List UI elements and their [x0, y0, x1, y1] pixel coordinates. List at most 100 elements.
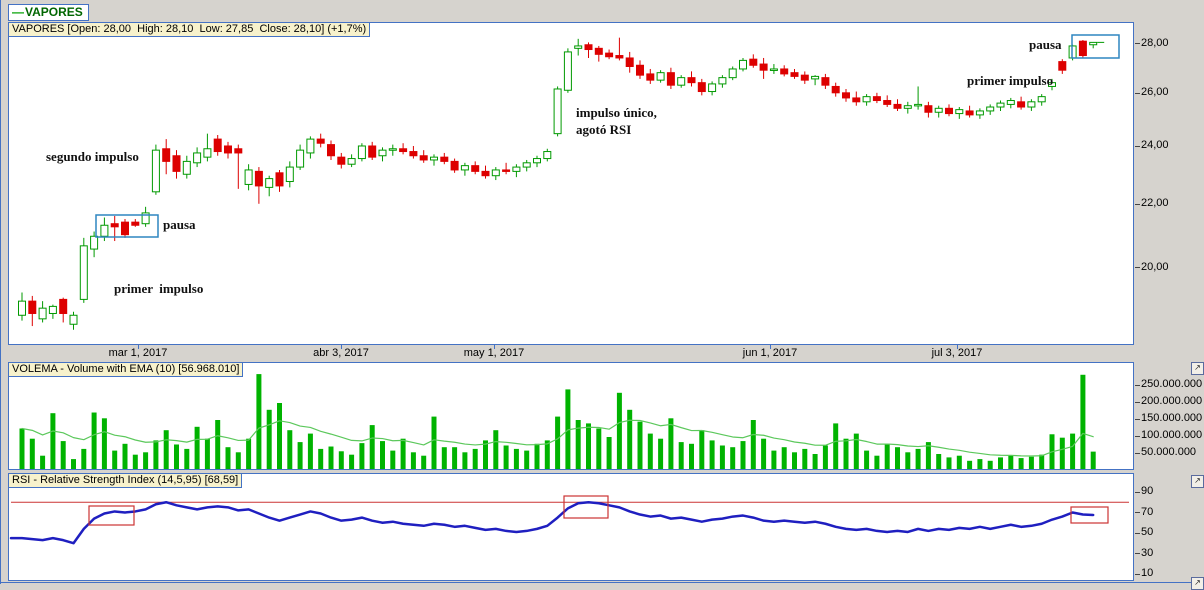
- volume-bar: [730, 447, 736, 469]
- candle-body: [893, 103, 902, 109]
- date-axis-label: jun 1, 2017: [742, 347, 798, 359]
- chart-annotation: pausa: [1029, 37, 1062, 52]
- rsi-highlight-box: [563, 495, 609, 519]
- candle-body: [1048, 82, 1056, 87]
- date-axis-tick: [957, 344, 958, 349]
- candle-body: [481, 170, 490, 177]
- candle-body: [708, 83, 717, 93]
- window-bottom-border: [0, 582, 1204, 583]
- volume-bar: [256, 374, 262, 469]
- volume-bar: [709, 440, 715, 469]
- candle-body: [800, 74, 809, 81]
- candle-body: [203, 148, 212, 158]
- volume-axis-tick: [1135, 419, 1140, 420]
- candle-body: [378, 149, 387, 157]
- volume-bar: [1070, 433, 1076, 469]
- candle-body: [306, 138, 315, 154]
- volume-bar: [1039, 454, 1045, 469]
- volume-bar: [112, 450, 118, 469]
- pausa-highlight-box: [95, 214, 159, 238]
- rsi-line: [9, 500, 1095, 545]
- candle-body: [409, 151, 418, 157]
- chart-annotation: agotó RSI: [576, 122, 632, 137]
- candle-body: [265, 178, 274, 188]
- chart-annotation: pausa: [163, 217, 196, 232]
- price-axis-tick: [1135, 204, 1140, 205]
- candle-body: [914, 103, 923, 107]
- candle-body: [842, 92, 850, 99]
- volume-axis-tick: [1135, 385, 1140, 386]
- volume-bar: [359, 443, 365, 469]
- volume-bar: [956, 455, 962, 469]
- candle-body: [337, 156, 346, 165]
- volume-bar: [792, 452, 797, 469]
- volume-bar: [81, 448, 87, 469]
- volume-indicator-label[interactable]: VOLEMA - Volume with EMA (10) [56.968.01…: [8, 362, 244, 377]
- price-axis-label: 20,00: [1141, 260, 1169, 273]
- volume-bar: [761, 438, 767, 469]
- volume-bar: [555, 416, 561, 469]
- candle-body: [213, 138, 222, 153]
- volume-bar: [586, 423, 591, 469]
- volume-axis-tick: [1135, 402, 1140, 403]
- expand-volume-panel-icon[interactable]: ↗: [1191, 362, 1204, 375]
- volume-bar: [184, 448, 190, 469]
- candle-body: [821, 77, 830, 86]
- date-axis-tick: [341, 344, 342, 349]
- volume-bar: [689, 443, 694, 469]
- date-axis-tick: [770, 344, 771, 349]
- volume-bar: [153, 440, 159, 469]
- volume-bar: [895, 447, 900, 469]
- date-axis-label: jul 3, 2017: [931, 347, 983, 359]
- rsi-indicator-label[interactable]: RSI - Relative Strength Index (14,5,95) …: [8, 473, 243, 488]
- price-info-bar[interactable]: VAPORES [Open: 28,00 High: 28,10 Low: 27…: [8, 22, 371, 37]
- volume-bar: [513, 448, 519, 469]
- candle-body: [275, 172, 284, 187]
- volume-bar: [410, 452, 416, 469]
- volume-bar: [235, 452, 241, 469]
- candle-body: [440, 156, 449, 162]
- volume-bar: [740, 441, 746, 469]
- candle-body: [883, 100, 892, 105]
- volume-bar: [101, 418, 107, 469]
- candle-body: [522, 162, 531, 168]
- volume-bar: [390, 450, 396, 469]
- date-axis-label: mar 1, 2017: [108, 347, 168, 359]
- candle-body: [1089, 41, 1098, 46]
- volume-bar: [204, 438, 210, 469]
- volume-bar: [534, 443, 540, 469]
- candle-body: [811, 75, 820, 80]
- candle-body: [594, 47, 603, 55]
- chart-annotation: primer impulso: [114, 281, 204, 296]
- candle-body: [924, 105, 933, 113]
- candle-body: [512, 166, 521, 172]
- candle-body: [749, 58, 758, 66]
- volume-bar: [565, 389, 571, 469]
- volume-bar: [50, 413, 56, 469]
- candle-body: [59, 298, 68, 314]
- volume-bar: [19, 428, 25, 469]
- candle-body: [368, 145, 377, 158]
- volume-bar: [328, 446, 334, 469]
- volume-bar: [318, 448, 324, 469]
- candle-body: [69, 314, 78, 325]
- expand-rsi-panel-icon[interactable]: ↗: [1191, 475, 1204, 488]
- series-legend[interactable]: —VAPORES: [8, 4, 89, 21]
- volume-bar: [1028, 456, 1034, 469]
- chart-annotation: primer impulso: [967, 73, 1054, 88]
- candle-body: [327, 144, 335, 157]
- volume-bar: [266, 409, 272, 469]
- candle-body: [244, 169, 253, 185]
- candle-body: [357, 145, 366, 160]
- rsi-axis-tick: [1135, 533, 1140, 534]
- candle-body: [182, 160, 191, 175]
- candle-body: [903, 105, 912, 109]
- volume-bar: [483, 440, 488, 469]
- candle-body: [38, 307, 47, 320]
- candle-body: [347, 158, 356, 165]
- volume-bar: [431, 416, 437, 469]
- series-color-swatch: —: [12, 5, 24, 19]
- candle-body: [48, 305, 57, 314]
- volume-bar: [40, 455, 46, 469]
